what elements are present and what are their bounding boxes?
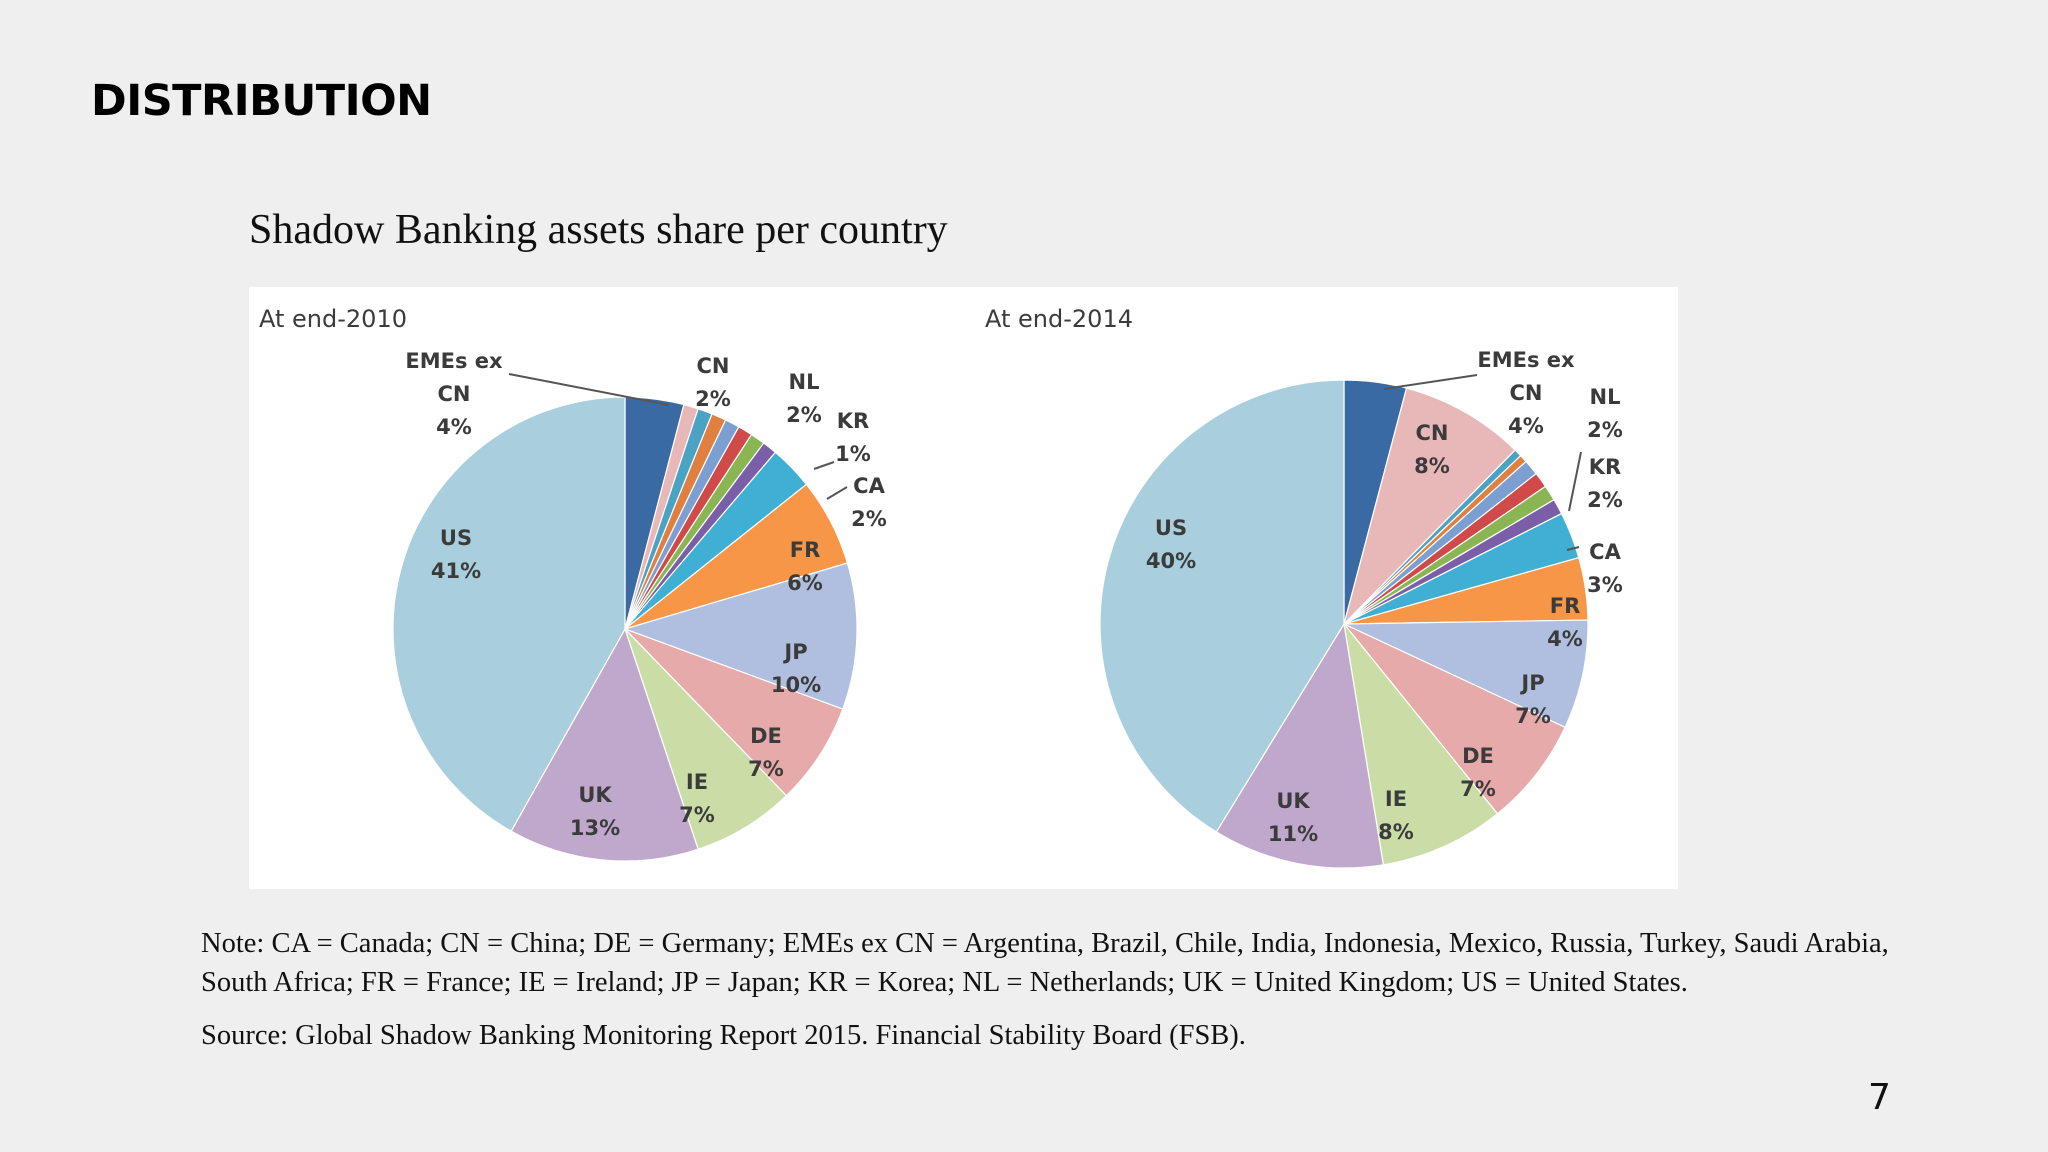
pie-title: At end-2014	[985, 305, 1133, 333]
pie-slice-de	[624, 628, 844, 797]
pie-slice-ie	[1343, 621, 1499, 866]
pie-slice-cn	[1342, 387, 1516, 627]
slice-label: US 41%	[431, 526, 481, 583]
leader-line	[1566, 546, 1580, 551]
pie-slice-jp	[1343, 619, 1589, 729]
pie-charts-svg: At end-2010 EMEs ex CN 4% CN 2% NL 2% KR 1% CA 2% FR…	[259, 305, 1623, 869]
slice-label: IE 7%	[679, 770, 715, 827]
slice-label: FR 4%	[1547, 594, 1583, 651]
pie-chart-1: At end-2010 EMEs ex CN 4% CN 2% NL 2% KR 1% CA 2% FR…	[259, 305, 887, 862]
slice-label: EMEs ex CN 4%	[405, 349, 503, 439]
chart-title: Shadow Banking assets share per country	[249, 207, 948, 253]
leader-line	[508, 373, 670, 406]
slice-label: CN 8%	[1414, 421, 1450, 478]
slice-label: NL 2%	[1587, 385, 1623, 442]
slice-label: JP 10%	[771, 640, 821, 697]
slice-label: IE 8%	[1378, 787, 1414, 844]
chart-panel: At end-2010 EMEs ex CN 4% CN 2% NL 2% KR 1% CA 2% FR…	[249, 287, 1678, 889]
slice-label: UK 13%	[570, 783, 620, 840]
pie-slice-uk	[510, 627, 699, 862]
chart-note: Note: CA = Canada; CN = China; DE = Germ…	[201, 928, 1889, 998]
pie-slice-de	[1343, 623, 1566, 815]
slice-label: US 40%	[1146, 516, 1196, 573]
slice-label: JP 7%	[1515, 671, 1551, 728]
pie-slice-us	[392, 396, 626, 832]
slice-label: NL 2%	[786, 370, 822, 427]
slice-label: KR 2%	[1587, 455, 1623, 512]
slice-label: CA 2%	[851, 474, 887, 531]
slice-label: EMEs ex CN 4%	[1477, 348, 1575, 438]
pie-title: At end-2010	[259, 305, 407, 333]
leader-line	[1383, 374, 1478, 390]
slice-label: DE 7%	[748, 724, 784, 781]
slice-label: DE 7%	[1460, 744, 1496, 801]
slide-title: DISTRIBUTION	[91, 76, 432, 126]
pie-chart-2: At end-2014 EMEs ex CN 4% CN 8% NL 2% KR 2% CA 3%FR…	[985, 305, 1623, 869]
slice-label: CA 3%	[1587, 540, 1623, 597]
pie-slice-us	[1099, 379, 1345, 833]
slice-label: FR 6%	[787, 538, 823, 595]
chart-source: Source: Global Shadow Banking Monitoring…	[201, 1020, 1246, 1051]
pie-slice-ie	[624, 628, 788, 850]
slice-label: KR 1%	[835, 409, 871, 466]
page-number: 7	[1868, 1077, 1891, 1118]
leader-line	[813, 461, 835, 470]
leader-line	[1568, 451, 1582, 512]
pie-slice-uk	[1215, 622, 1385, 869]
slice-label: UK 11%	[1268, 789, 1318, 846]
leader-line	[826, 486, 848, 500]
pie-slice-jp	[623, 562, 858, 710]
slice-label: CN 2%	[695, 354, 731, 411]
